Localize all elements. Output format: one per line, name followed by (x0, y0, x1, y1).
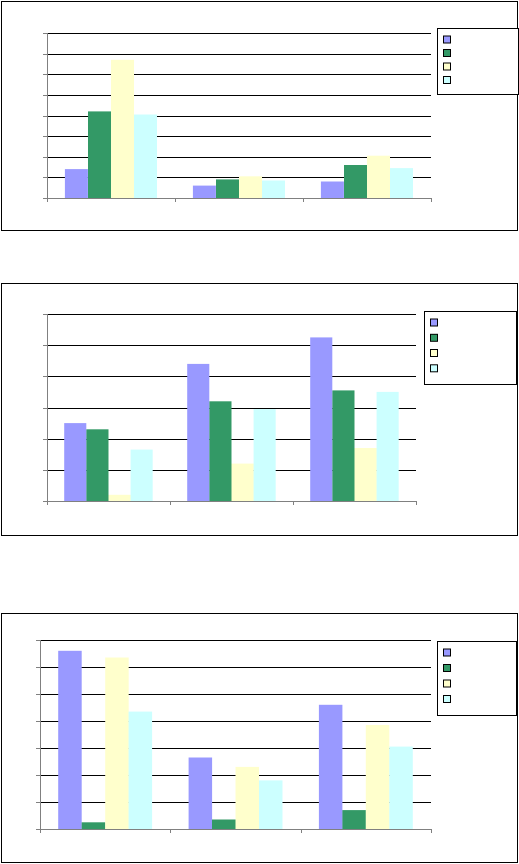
bar-series-4-cat-3 (376, 391, 399, 501)
bar-series-3-cat-3 (354, 448, 377, 501)
bar-series-1-cat-2 (188, 757, 213, 829)
legend-swatch-1 (443, 648, 451, 657)
bar-series-3-cat-3 (367, 155, 390, 198)
legend-swatch-1 (430, 318, 438, 327)
chart-1 (43, 28, 519, 202)
bar-series-2-cat-3 (332, 390, 355, 501)
bar-series-1-cat-3 (320, 181, 344, 198)
bar-series-3-cat-3 (365, 725, 390, 829)
bar-series-4-cat-3 (389, 746, 413, 829)
bar-series-2-cat-2 (209, 401, 232, 501)
bar-series-2-cat-1 (81, 822, 106, 830)
legend-swatch-4 (443, 76, 451, 84)
legend-swatch-4 (430, 364, 438, 373)
legend-box (437, 641, 517, 716)
bar-series-1-cat-2 (192, 185, 216, 198)
bar-series-1-cat-3 (318, 704, 343, 829)
bar-series-3-cat-1 (108, 494, 131, 501)
chart-3 (36, 640, 517, 833)
bar-series-1-cat-1 (58, 650, 82, 829)
legend-swatch-2 (443, 664, 451, 672)
bar-series-2-cat-1 (86, 429, 109, 501)
bar-series-3-cat-2 (231, 463, 254, 501)
legend-swatch-3 (430, 349, 438, 357)
bar-series-4-cat-1 (128, 711, 153, 829)
legend-swatch-3 (443, 679, 451, 688)
bar-series-4-cat-3 (390, 168, 413, 198)
bar-series-1-cat-1 (64, 169, 88, 198)
legend-swatch-1 (443, 35, 451, 44)
legend-swatch-2 (443, 49, 451, 57)
legend-swatch-3 (443, 62, 451, 71)
bar-series-4-cat-1 (130, 449, 153, 501)
bar-series-2-cat-3 (342, 810, 366, 829)
bar-series-2-cat-3 (344, 165, 367, 198)
bar-series-1-cat-2 (187, 363, 210, 501)
bar-series-3-cat-1 (105, 657, 129, 829)
bar-series-1-cat-3 (310, 337, 333, 501)
bar-series-4-cat-2 (259, 780, 283, 829)
legend-swatch-2 (430, 333, 438, 342)
bar-series-1-cat-1 (64, 423, 87, 501)
bar-series-2-cat-2 (212, 819, 236, 829)
bar-series-3-cat-2 (235, 766, 259, 829)
bar-series-2-cat-1 (88, 111, 111, 198)
bar-series-4-cat-2 (253, 409, 276, 501)
legend-swatch-4 (443, 695, 451, 703)
bar-series-3-cat-1 (111, 59, 134, 198)
bar-series-4-cat-2 (262, 180, 285, 198)
chart-frame-3 (1, 613, 518, 863)
bar-series-4-cat-1 (134, 114, 157, 198)
legend-box (424, 311, 517, 385)
bar-series-3-cat-2 (239, 176, 262, 198)
chart-2 (43, 311, 517, 505)
bar-series-2-cat-2 (216, 179, 239, 198)
